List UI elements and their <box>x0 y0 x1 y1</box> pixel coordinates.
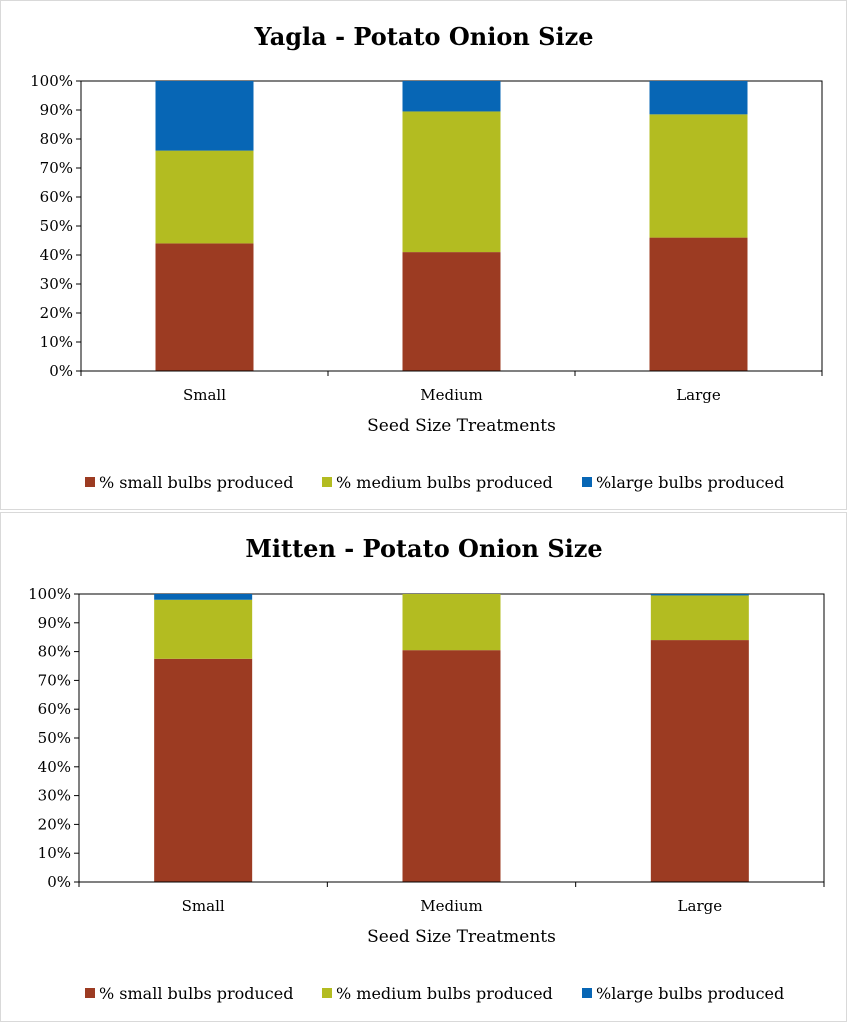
x-category-label: Medium <box>420 897 483 915</box>
y-tick-label: 70% <box>38 671 71 689</box>
legend-swatch <box>322 988 332 998</box>
legend-swatch <box>85 477 95 487</box>
x-axis-title: Seed Size Treatments <box>367 416 556 436</box>
y-tick-label: 10% <box>40 333 73 351</box>
bar-medium-series-0 <box>402 252 501 371</box>
bar-small-series-1 <box>155 150 254 244</box>
bar-large-series-2 <box>649 81 748 115</box>
chart-panel-yagla: Yagla - Potato Onion Size 0% 10% 20% 30% 40% 5… <box>0 0 847 510</box>
y-tick-label: 70% <box>40 159 73 177</box>
legend-swatch <box>322 477 332 487</box>
y-tick-label: 50% <box>40 217 73 235</box>
y-tick-label: 60% <box>38 700 71 718</box>
x-axis-title: Seed Size Treatments <box>367 927 556 947</box>
bar-medium-series-1 <box>402 594 501 651</box>
bar-large-series-1 <box>649 114 748 238</box>
bar-medium-series-0 <box>402 650 501 882</box>
y-tick-label: 20% <box>40 304 73 322</box>
bar-small-series-2 <box>154 594 253 600</box>
y-tick-label: 40% <box>38 758 71 776</box>
legend-label: %large bulbs produced <box>596 984 784 1003</box>
bar-small-series-0 <box>155 243 254 371</box>
y-tick-label: 80% <box>38 643 71 661</box>
y-tick-label: 80% <box>40 130 73 148</box>
x-category-label: Large <box>676 386 721 404</box>
legend-label: % small bulbs produced <box>99 473 293 492</box>
x-category-label: Small <box>182 897 225 915</box>
y-tick-label: 0% <box>49 362 73 380</box>
y-tick-label: 100% <box>30 72 73 90</box>
chart-svg: Mitten - Potato Onion Size 0% 10% 20% 30% 40%… <box>28 534 825 1003</box>
y-tick-label: 10% <box>38 844 71 862</box>
y-tick-label: 50% <box>38 729 71 747</box>
legend-swatch <box>582 988 592 998</box>
bar-large-series-0 <box>649 237 748 371</box>
legend-label: % medium bulbs produced <box>336 984 553 1003</box>
y-tick-label: 90% <box>40 101 73 119</box>
y-tick-label: 100% <box>28 585 71 603</box>
bar-small-series-1 <box>154 599 253 659</box>
y-tick-label: 30% <box>40 275 73 293</box>
legend-swatch <box>85 988 95 998</box>
y-tick-label: 30% <box>38 787 71 805</box>
legend-label: %large bulbs produced <box>596 473 784 492</box>
x-category-label: Medium <box>420 386 483 404</box>
chart-title: Mitten - Potato Onion Size <box>245 534 602 563</box>
chart-title: Yagla - Potato Onion Size <box>253 22 593 51</box>
bar-large-series-2 <box>650 594 749 596</box>
legend-label: % small bulbs produced <box>99 984 293 1003</box>
bar-large-series-1 <box>650 595 749 641</box>
y-tick-label: 90% <box>38 614 71 632</box>
y-tick-label: 40% <box>40 246 73 264</box>
x-category-label: Small <box>183 386 226 404</box>
chart-panel-mitten: Mitten - Potato Onion Size 0% 10% 20% 30% 40%… <box>0 512 847 1022</box>
bar-small-series-2 <box>155 81 254 151</box>
bar-medium-series-2 <box>402 81 501 112</box>
bar-small-series-0 <box>154 658 253 882</box>
x-category-label: Large <box>678 897 723 915</box>
bar-large-series-0 <box>650 640 749 882</box>
y-tick-label: 20% <box>38 815 71 833</box>
bar-medium-series-1 <box>402 111 501 253</box>
y-tick-label: 60% <box>40 188 73 206</box>
legend-swatch <box>582 477 592 487</box>
legend-label: % medium bulbs produced <box>336 473 553 492</box>
chart-svg: Yagla - Potato Onion Size 0% 10% 20% 30% 40% 5… <box>30 22 823 492</box>
y-tick-label: 0% <box>47 873 71 891</box>
